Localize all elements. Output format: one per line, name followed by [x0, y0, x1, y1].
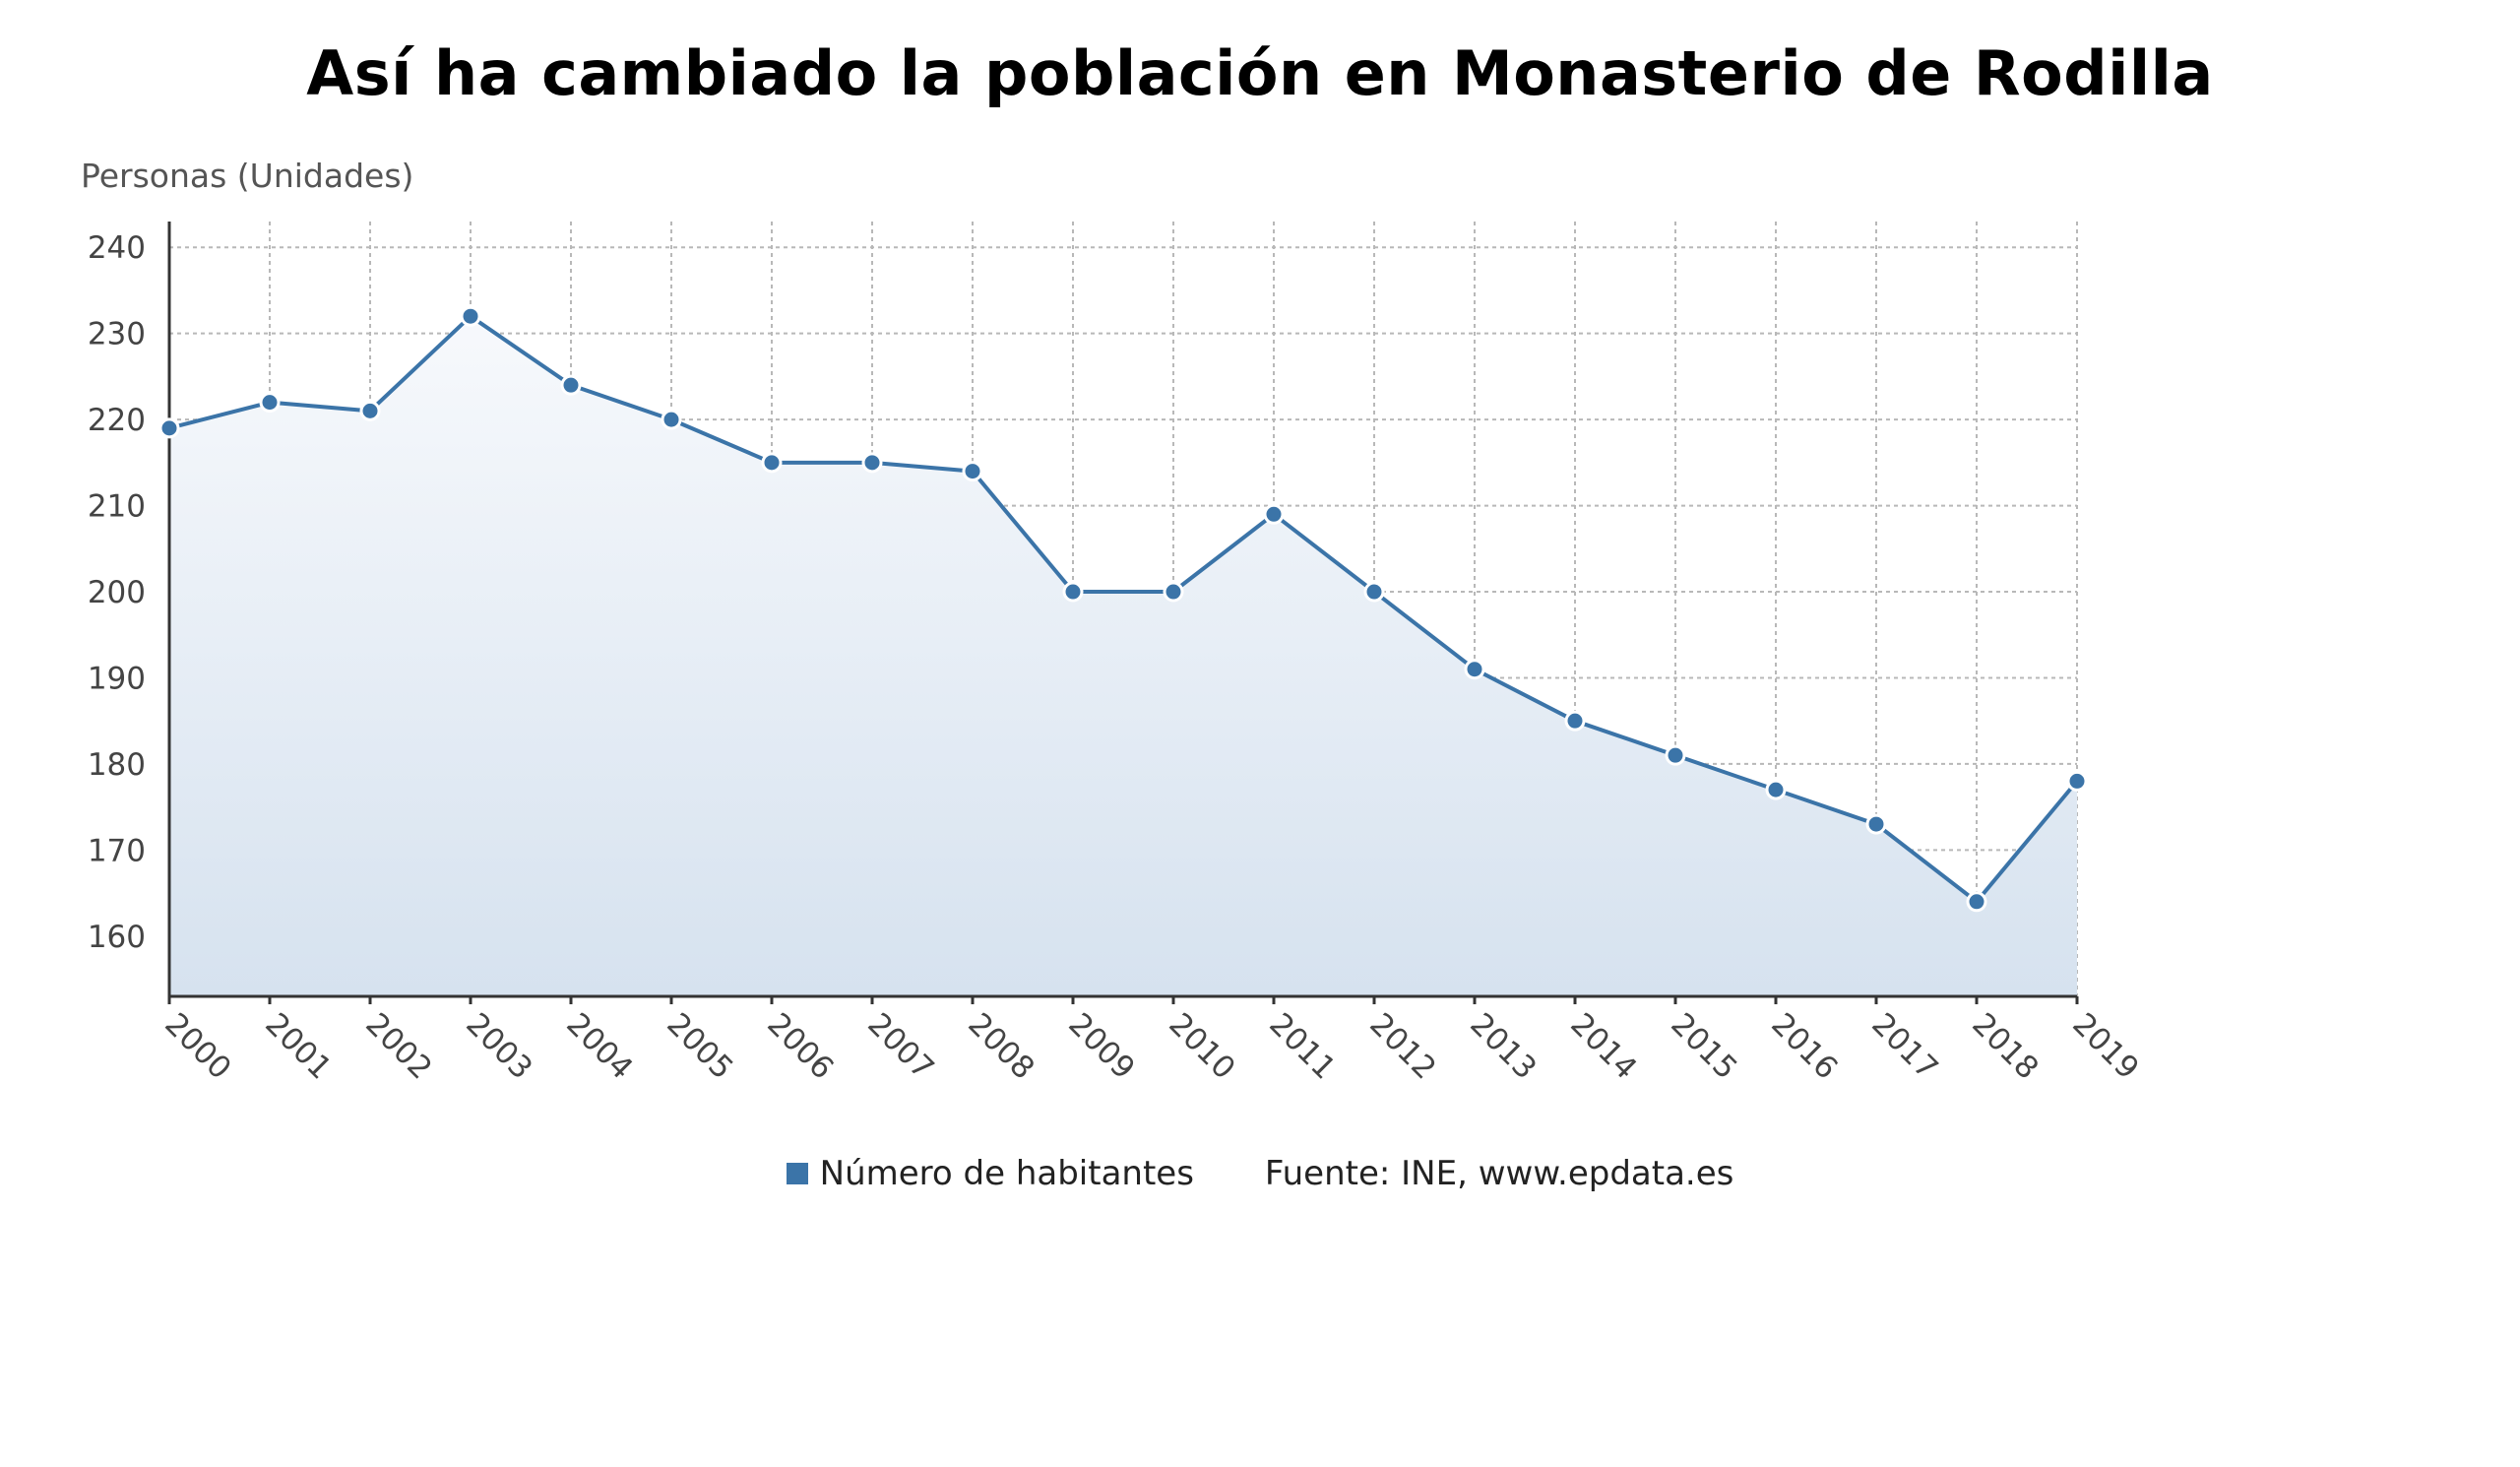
x-tick-label: 2016	[1764, 1006, 1844, 1086]
legend: Número de habitantes Fuente: INE, www.ep…	[0, 1154, 2520, 1193]
data-point	[861, 452, 883, 474]
x-tick-label: 2018	[1965, 1006, 2045, 1086]
data-point	[1865, 813, 1887, 835]
x-tick-label: 2010	[1162, 1006, 1241, 1086]
y-tick-label: 240	[88, 230, 146, 266]
data-points	[158, 305, 2088, 913]
x-tick-label: 2019	[2065, 1006, 2145, 1086]
data-point	[1564, 710, 1586, 732]
x-tick-label: 2011	[1262, 1006, 1342, 1086]
series-line	[168, 314, 2079, 904]
y-tick-label: 180	[88, 747, 146, 783]
data-point	[158, 417, 180, 439]
data-point	[1464, 659, 1485, 680]
data-point	[1163, 581, 1184, 603]
data-point	[661, 409, 682, 430]
x-tick-label: 2003	[459, 1006, 538, 1086]
data-point	[1062, 581, 1084, 603]
x-tick-label: 2005	[660, 1006, 739, 1086]
x-tick-label: 2017	[1864, 1006, 1944, 1086]
y-tick-label: 190	[88, 661, 146, 696]
data-point	[460, 305, 481, 327]
data-point	[2066, 770, 2088, 792]
x-tick-label: 2014	[1563, 1006, 1643, 1086]
chart-title: Así ha cambiado la población en Monaster…	[306, 37, 2214, 109]
x-tick-label: 2009	[1061, 1006, 1141, 1086]
data-point	[1966, 891, 1987, 913]
x-tick-label: 2015	[1664, 1006, 1743, 1086]
data-point	[1263, 503, 1285, 525]
source-text: Fuente: INE, www.epdata.es	[1264, 1154, 1734, 1193]
data-point	[359, 400, 381, 421]
x-tick-label: 2013	[1463, 1006, 1543, 1086]
y-tick-label: 160	[88, 920, 146, 955]
legend-series-label: Número de habitantes	[819, 1154, 1194, 1193]
y-tick-label: 210	[88, 489, 146, 525]
x-tick-label: 2002	[358, 1006, 438, 1086]
data-point	[1665, 744, 1686, 766]
x-tick-label: 2007	[860, 1006, 940, 1086]
x-tick-label: 2001	[258, 1006, 338, 1086]
data-point	[1765, 779, 1787, 800]
axes	[167, 222, 2079, 1004]
x-tick-label: 2006	[760, 1006, 840, 1086]
x-tick-label: 2000	[158, 1006, 237, 1086]
data-point	[962, 461, 983, 482]
data-point	[259, 392, 281, 414]
y-tick-label: 230	[88, 317, 146, 352]
y-axis-label: Personas (Unidades)	[81, 157, 413, 195]
data-point	[1363, 581, 1385, 603]
data-point	[761, 452, 783, 474]
y-tick-label: 200	[88, 575, 146, 610]
x-tick-label: 2008	[961, 1006, 1040, 1086]
x-tick-label: 2004	[559, 1006, 639, 1086]
series-area	[169, 316, 2077, 996]
x-tick-label: 2012	[1362, 1006, 1442, 1086]
y-tick-label: 170	[88, 833, 146, 868]
legend-swatch	[786, 1163, 808, 1184]
y-tick-labels: 160 170 180 190 200 210 220 230 240	[88, 230, 146, 955]
y-tick-label: 220	[88, 403, 146, 438]
x-tick-labels: 2000 2001 2002 2003 2004 2005 2006 2007 2008 2009…	[158, 1006, 2145, 1086]
data-point	[560, 374, 582, 396]
